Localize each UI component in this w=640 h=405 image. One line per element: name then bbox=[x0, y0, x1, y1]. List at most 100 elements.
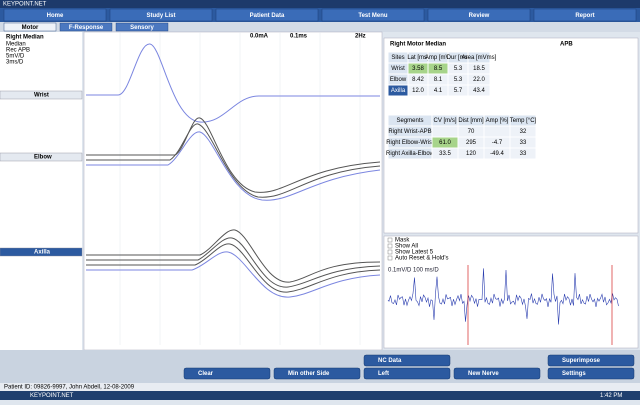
table-cell bbox=[509, 147, 537, 160]
subtab-label[interactable]: Sensory bbox=[130, 25, 154, 31]
checkbox[interactable] bbox=[387, 243, 393, 249]
table-value: 61.0 bbox=[439, 140, 451, 146]
taskbar-app[interactable]: KEYPOINT.NET bbox=[30, 393, 74, 399]
trace-label[interactable]: Elbow bbox=[34, 155, 52, 161]
button[interactable] bbox=[363, 367, 451, 380]
table-header: Dur [ms] bbox=[447, 55, 470, 61]
checkbox[interactable] bbox=[387, 249, 393, 255]
subtab-bar bbox=[0, 22, 640, 32]
table-header: Dist [mm] bbox=[458, 118, 484, 124]
button-label[interactable]: Superimpose bbox=[562, 358, 601, 364]
tab[interactable] bbox=[533, 8, 637, 22]
toolbar-value[interactable]: 0.0mA bbox=[250, 34, 269, 40]
live-emg bbox=[387, 268, 619, 325]
table-header: CV [m/s] bbox=[433, 118, 456, 124]
tab[interactable] bbox=[427, 8, 531, 22]
button[interactable] bbox=[453, 367, 541, 380]
tab[interactable] bbox=[321, 8, 425, 22]
button[interactable] bbox=[363, 354, 451, 367]
table-cell bbox=[431, 125, 459, 138]
window-title: KEYPOINT.NET bbox=[3, 2, 47, 8]
table-header: Lat [ms] bbox=[407, 55, 429, 61]
checkbox-label[interactable]: Show Latest 5 bbox=[395, 250, 434, 256]
nerve-name: Right Median bbox=[6, 35, 44, 41]
table-header: Segments bbox=[396, 118, 423, 124]
button[interactable] bbox=[547, 354, 635, 367]
button[interactable] bbox=[273, 367, 361, 380]
checkbox[interactable] bbox=[387, 237, 393, 243]
table-value: 12.0 bbox=[412, 88, 424, 94]
table-value: 5.3 bbox=[454, 77, 463, 83]
table-value: 5.3 bbox=[454, 66, 463, 72]
subtab[interactable] bbox=[59, 22, 113, 32]
table-cell bbox=[483, 125, 511, 138]
button[interactable] bbox=[183, 367, 271, 380]
table-header: Sites bbox=[391, 55, 404, 61]
checkbox[interactable] bbox=[387, 255, 393, 261]
table-value: 5.7 bbox=[454, 88, 463, 94]
nerve-info: Median bbox=[6, 42, 26, 48]
button-label[interactable]: Settings bbox=[562, 371, 586, 377]
table-value: 295 bbox=[466, 140, 477, 146]
tab-label[interactable]: Test Menu bbox=[358, 13, 388, 19]
tab-label[interactable]: Report bbox=[575, 13, 594, 19]
trace-area bbox=[83, 31, 383, 351]
nerve-info: Rec APB bbox=[6, 48, 30, 54]
table-value: 33.5 bbox=[439, 151, 451, 157]
table-value: 8.42 bbox=[412, 77, 424, 83]
nerve-info: 3ms/D bbox=[6, 60, 24, 66]
subtab[interactable] bbox=[3, 22, 57, 32]
table-header: Temp [°C] bbox=[510, 118, 537, 124]
button-label[interactable]: New Nerve bbox=[468, 371, 499, 377]
table-cell bbox=[467, 84, 491, 97]
button[interactable] bbox=[547, 367, 635, 380]
table-value: 8.5 bbox=[434, 66, 443, 72]
left-panel bbox=[0, 32, 82, 350]
subtab[interactable] bbox=[115, 22, 169, 32]
table-value: -49.4 bbox=[490, 151, 504, 157]
button-label[interactable]: Left bbox=[378, 371, 389, 377]
live-panel bbox=[383, 235, 639, 349]
table-value: Wrist bbox=[391, 66, 405, 72]
table-value: 43.4 bbox=[473, 88, 485, 94]
checkbox-label[interactable]: Show All bbox=[395, 244, 418, 250]
nerve-info: 5mV/D bbox=[6, 54, 25, 60]
button-label[interactable]: Clear bbox=[198, 371, 214, 377]
subtab-label[interactable]: F-Response bbox=[69, 25, 104, 31]
checkbox-label[interactable]: Auto Reset & Hold's bbox=[395, 256, 449, 262]
table-value: 22.0 bbox=[473, 77, 485, 83]
trace-label-box[interactable] bbox=[0, 247, 83, 257]
tab-label[interactable]: Home bbox=[47, 13, 64, 19]
table-value: Right Elbow-Wrist bbox=[386, 140, 434, 146]
toolbar-value[interactable]: 0.1ms bbox=[290, 34, 308, 40]
results-title: Right Motor Median bbox=[390, 42, 446, 48]
table-value: -4.7 bbox=[492, 140, 503, 146]
tab[interactable] bbox=[109, 8, 213, 22]
tab-label[interactable]: Study List bbox=[146, 13, 175, 19]
table-value: 8.1 bbox=[434, 77, 443, 83]
title-bar bbox=[0, 0, 640, 8]
waveforms bbox=[86, 43, 381, 298]
button-label[interactable]: NC Data bbox=[378, 358, 402, 364]
trace-label-box[interactable] bbox=[0, 152, 83, 162]
table-value: 70 bbox=[468, 129, 475, 135]
trace-label[interactable]: Wrist bbox=[34, 93, 49, 99]
button-label[interactable]: Min other Side bbox=[288, 371, 330, 377]
clock: 1:42 PM bbox=[600, 393, 622, 399]
tab-label[interactable]: Review bbox=[469, 13, 490, 19]
table-value: Right Axilla-Elbow bbox=[386, 151, 435, 157]
trace-label-box[interactable] bbox=[0, 90, 83, 100]
tab[interactable] bbox=[3, 8, 107, 22]
trace-label[interactable]: Axilla bbox=[34, 250, 51, 256]
tab[interactable] bbox=[215, 8, 319, 22]
table-value: Elbow bbox=[390, 77, 407, 83]
table-value: Right Wrist-APB bbox=[388, 129, 431, 135]
subtab-label[interactable]: Motor bbox=[22, 25, 39, 31]
checkbox-label[interactable]: Mask bbox=[395, 238, 410, 244]
table-value: 4.1 bbox=[434, 88, 443, 94]
trace-grid bbox=[119, 32, 361, 345]
toolbar-value[interactable]: 2Hz bbox=[355, 34, 366, 40]
tab-label[interactable]: Patient Data bbox=[250, 13, 285, 19]
muscle: APB bbox=[560, 42, 573, 48]
